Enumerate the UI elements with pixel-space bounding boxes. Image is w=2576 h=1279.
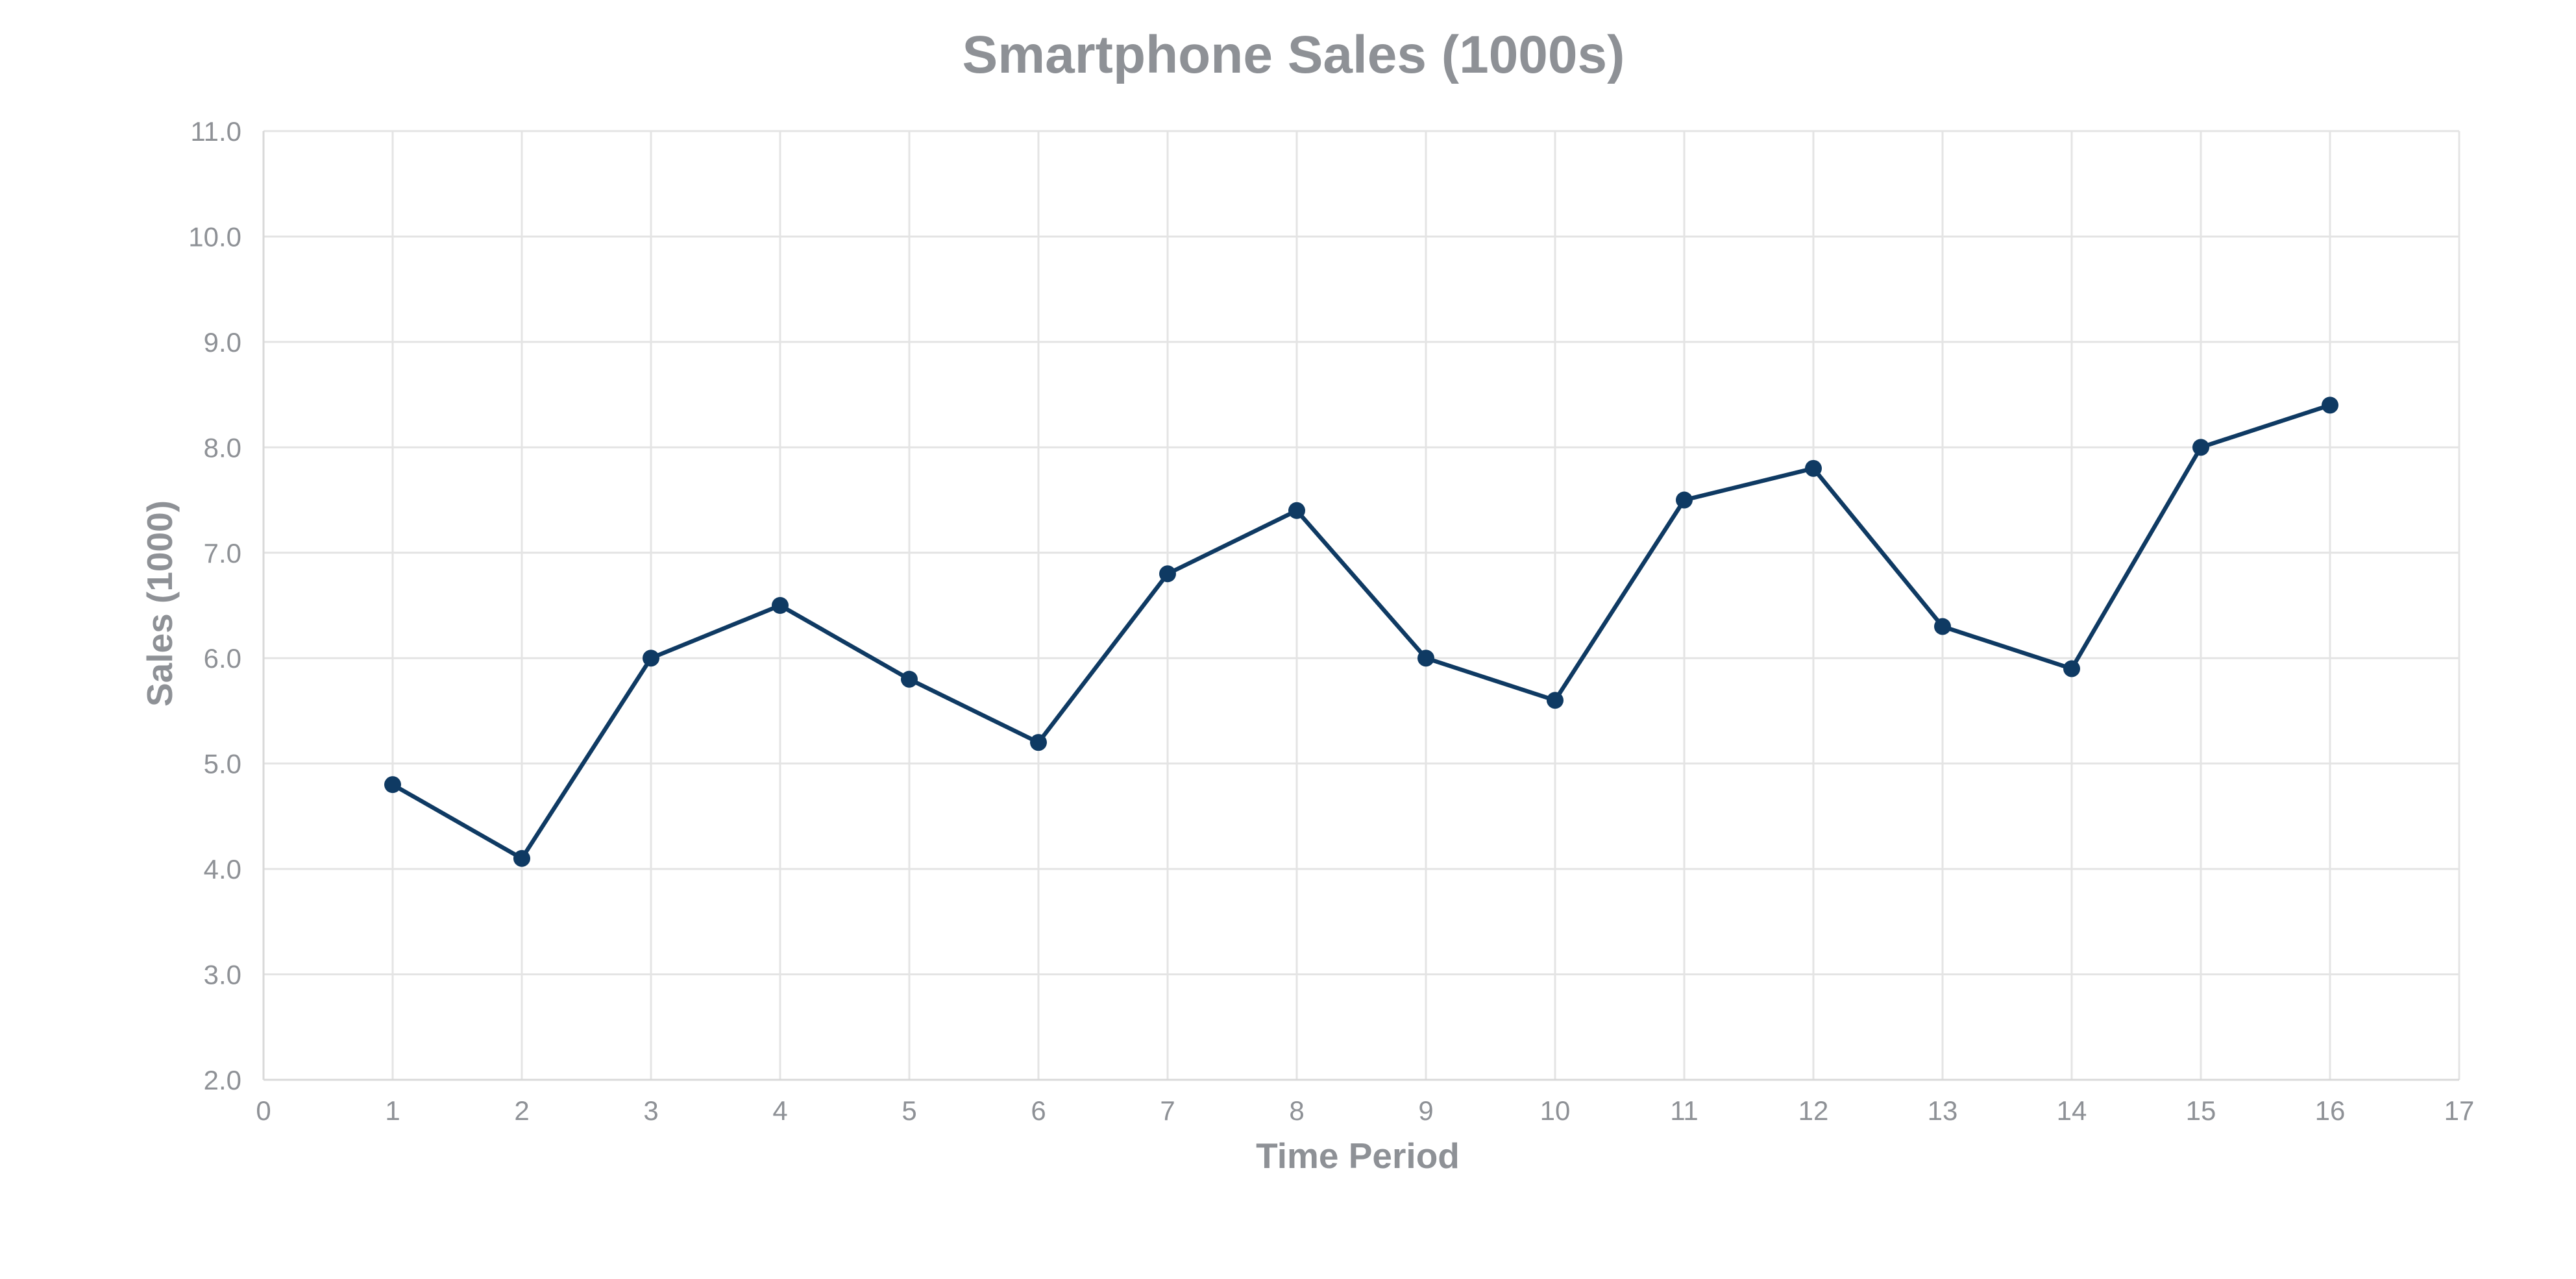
data-series xyxy=(384,396,2338,867)
data-point xyxy=(901,670,918,688)
x-tick-label: 4 xyxy=(772,1095,787,1126)
x-tick-label: 9 xyxy=(1418,1095,1433,1126)
data-point xyxy=(1547,692,1564,709)
data-point xyxy=(1934,618,1951,635)
x-tick-label: 15 xyxy=(2186,1095,2216,1126)
y-tick-label: 9.0 xyxy=(204,327,241,358)
y-tick-label: 3.0 xyxy=(204,960,241,990)
data-point xyxy=(513,849,530,867)
data-point xyxy=(1288,502,1305,519)
tick-labels: 2.03.04.05.06.07.08.09.010.011.00 1 2 3 4 5 6 7… xyxy=(188,116,2474,1126)
x-tick-label: 5 xyxy=(902,1095,916,1126)
y-tick-label: 8.0 xyxy=(204,432,241,463)
x-tick-label: 0 xyxy=(256,1095,271,1126)
x-tick-label: 10 xyxy=(1540,1095,1571,1126)
y-tick-label: 2.0 xyxy=(204,1065,241,1095)
y-tick-label: 4.0 xyxy=(204,854,241,884)
axes xyxy=(262,131,2459,1081)
y-tick-label: 5.0 xyxy=(204,749,241,779)
x-tick-label: 13 xyxy=(1928,1095,1958,1126)
data-point xyxy=(1159,565,1176,583)
x-tick-label: 7 xyxy=(1160,1095,1175,1126)
data-point xyxy=(643,650,659,667)
x-tick-label: 12 xyxy=(1798,1095,1829,1126)
chart-title: Smartphone Sales (1000s) xyxy=(963,25,1625,84)
data-point xyxy=(1417,650,1434,667)
x-tick-label: 8 xyxy=(1289,1095,1304,1126)
y-tick-label: 6.0 xyxy=(204,643,241,674)
x-tick-label: 14 xyxy=(2057,1095,2087,1126)
y-axis-title: Sales (1000) xyxy=(140,500,180,707)
data-point xyxy=(2322,396,2338,414)
data-point xyxy=(1676,491,1693,509)
data-point xyxy=(1030,734,1047,751)
data-point xyxy=(2192,439,2209,456)
x-tick-label: 16 xyxy=(2315,1095,2346,1126)
x-tick-label: 17 xyxy=(2444,1095,2475,1126)
data-point xyxy=(772,597,789,614)
x-tick-label: 3 xyxy=(643,1095,658,1126)
data-point xyxy=(384,776,401,794)
y-tick-label: 7.0 xyxy=(204,538,241,568)
data-point xyxy=(2063,660,2080,677)
x-tick-label: 11 xyxy=(1670,1095,1699,1126)
x-tick-label: 2 xyxy=(514,1095,529,1126)
data-point xyxy=(1805,459,1822,477)
gridlines xyxy=(264,130,2460,1080)
y-tick-label: 11.0 xyxy=(190,116,241,147)
x-tick-label: 6 xyxy=(1031,1095,1046,1126)
x-axis-title: Time Period xyxy=(1256,1136,1460,1176)
series-line xyxy=(391,403,2331,861)
y-tick-label: 10.0 xyxy=(188,221,241,252)
x-tick-label: 1 xyxy=(385,1095,400,1126)
